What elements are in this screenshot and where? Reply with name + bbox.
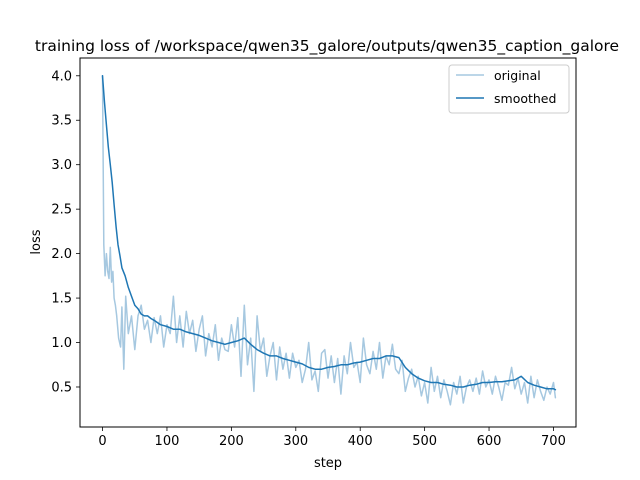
x-axis-label: step xyxy=(314,456,342,471)
y-tick-label: 4.0 xyxy=(51,69,72,84)
chart-title: training loss of /workspace/qwen35_galor… xyxy=(35,37,619,56)
x-tick-label: 700 xyxy=(541,434,566,449)
y-tick-label: 3.0 xyxy=(51,158,72,173)
y-tick-label: 1.0 xyxy=(51,336,72,351)
x-tick-label: 200 xyxy=(219,434,244,449)
series-line-smoothed xyxy=(101,75,557,391)
legend-label-smoothed: smoothed xyxy=(494,91,556,106)
series-layer xyxy=(101,75,557,406)
x-tick-label: 300 xyxy=(283,434,308,449)
y-tick-label: 3.5 xyxy=(51,114,72,129)
plot-frame xyxy=(79,57,577,428)
y-tick-label: 2.5 xyxy=(51,203,72,218)
x-tick-label: 600 xyxy=(477,434,502,449)
y-tick-label: 0.5 xyxy=(51,380,72,395)
x-tick-label: 0 xyxy=(98,434,106,449)
y-axis: 0.5 1.0 1.5 2.0 2.5 3.0 3.5 4.0 xyxy=(51,69,80,395)
x-tick-label: 500 xyxy=(412,434,437,449)
x-tick-label: 400 xyxy=(348,434,373,449)
legend-label-original: original xyxy=(494,68,541,83)
x-axis: 0 100 200 300 400 500 600 700 xyxy=(98,427,566,449)
y-axis-label: loss xyxy=(29,229,44,254)
legend: original smoothed xyxy=(448,64,570,114)
y-tick-label: 2.0 xyxy=(51,247,72,262)
y-tick-label: 1.5 xyxy=(51,292,72,307)
x-tick-label: 100 xyxy=(155,434,180,449)
legend-frame xyxy=(448,64,570,114)
series-line-original xyxy=(101,75,557,406)
